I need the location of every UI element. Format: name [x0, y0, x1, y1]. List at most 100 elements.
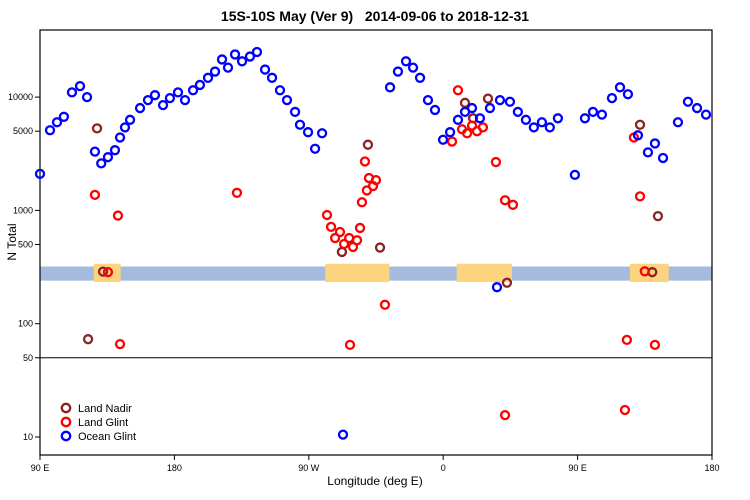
data-point-ocean-glint	[569, 169, 581, 180]
data-point-ocean-glint	[274, 85, 286, 96]
data-point-land-nadir	[336, 246, 348, 258]
data-point-ocean-glint	[422, 94, 434, 106]
data-point-land-glint	[619, 404, 631, 416]
data-point-ocean-glint	[494, 94, 506, 106]
data-point-land-glint	[621, 334, 633, 346]
legend-marker-icon	[60, 416, 72, 428]
data-point-ocean-glint	[244, 51, 256, 62]
data-point-ocean-glint	[202, 72, 214, 83]
data-point-ocean-glint	[266, 72, 278, 83]
data-point-land-nadir	[374, 242, 386, 253]
legend-marker-icon	[60, 402, 72, 414]
data-point-ocean-glint	[632, 130, 644, 141]
data-point-ocean-glint	[187, 85, 199, 96]
data-point-ocean-glint	[484, 102, 496, 114]
data-point-land-glint	[649, 339, 661, 351]
data-point-ocean-glint	[294, 119, 306, 130]
data-point-ocean-glint	[316, 128, 328, 139]
data-point-land-glint	[321, 209, 333, 221]
data-point-land-glint	[379, 299, 391, 310]
data-point-ocean-glint	[281, 94, 293, 106]
data-point-ocean-glint	[96, 158, 107, 169]
y-tick-label: 500	[18, 240, 33, 250]
data-point-ocean-glint	[289, 106, 301, 118]
data-point-ocean-glint	[491, 282, 503, 293]
data-point-land-glint	[466, 120, 478, 131]
data-point-ocean-glint	[649, 138, 661, 149]
data-point-ocean-glint	[691, 102, 703, 114]
data-point-ocean-glint	[504, 96, 516, 107]
data-point-ocean-glint	[437, 134, 449, 145]
band-land-highlight	[325, 263, 390, 283]
data-point-ocean-glint	[172, 87, 184, 98]
data-point-land-glint	[499, 195, 511, 206]
data-point-land-glint	[507, 199, 519, 210]
data-point-ocean-glint	[114, 132, 126, 143]
x-axis-title: Longitude (deg E)	[327, 474, 423, 488]
data-point-ocean-glint	[119, 122, 131, 133]
data-point-land-nadir	[634, 119, 646, 130]
band-land-highlight	[456, 263, 512, 283]
data-point-ocean-glint	[520, 114, 532, 125]
data-point-land-glint	[359, 156, 371, 167]
data-point-ocean-glint	[444, 127, 456, 138]
data-point-land-glint	[499, 409, 511, 421]
data-point-ocean-glint	[672, 117, 684, 128]
data-point-ocean-glint	[194, 79, 206, 91]
data-point-land-glint	[112, 210, 124, 221]
data-point-ocean-glint	[222, 62, 234, 73]
y-tick-label: 10000	[8, 92, 33, 102]
data-point-ocean-glint	[309, 143, 321, 154]
data-point-ocean-glint	[384, 82, 396, 93]
legend-label: Land Nadir	[78, 403, 132, 415]
data-point-ocean-glint	[74, 80, 86, 92]
data-point-ocean-glint	[164, 92, 176, 104]
x-tick-label: 180	[167, 463, 182, 473]
legend-label: Ocean Glint	[78, 431, 136, 443]
data-point-land-glint	[370, 174, 382, 186]
data-point-ocean-glint	[407, 62, 419, 73]
y-tick-label: 5000	[13, 126, 33, 136]
data-point-land-glint	[325, 221, 337, 233]
data-point-ocean-glint	[259, 64, 271, 75]
data-point-ocean-glint	[216, 54, 228, 65]
data-point-ocean-glint	[209, 66, 221, 77]
y-tick-label: 50	[23, 353, 33, 363]
data-point-ocean-glint	[337, 429, 349, 440]
data-point-ocean-glint	[552, 113, 564, 124]
data-point-land-nadir	[501, 277, 513, 288]
data-point-land-glint	[338, 238, 350, 250]
data-point-land-nadir	[82, 334, 94, 345]
chart-title: 15S-10S May (Ver 9) 2014-09-06 to 2018-1…	[220, 8, 530, 24]
data-point-ocean-glint	[606, 92, 618, 104]
data-point-land-glint	[356, 197, 368, 208]
x-tick-label: 0	[441, 463, 446, 473]
data-point-ocean-glint	[179, 94, 191, 106]
x-tick-label: 180	[704, 463, 719, 473]
plot-frame	[39, 29, 713, 456]
data-point-ocean-glint	[400, 56, 412, 67]
data-point-ocean-glint	[134, 102, 146, 114]
data-point-ocean-glint	[579, 113, 591, 124]
data-point-ocean-glint	[66, 87, 78, 98]
data-point-land-glint	[329, 232, 341, 244]
data-point-land-glint	[446, 136, 458, 147]
data-point-ocean-glint	[452, 114, 464, 125]
legend-marker-icon	[60, 430, 72, 442]
data-point-land-glint	[490, 156, 502, 168]
legend-label: Land Glint	[78, 417, 128, 429]
data-point-ocean-glint	[657, 152, 669, 164]
data-point-ocean-glint	[44, 125, 56, 136]
data-point-land-glint	[639, 266, 650, 277]
x-tick-label: 90 E	[31, 463, 50, 473]
data-point-ocean-glint	[682, 96, 694, 107]
x-tick-label: 90 W	[298, 463, 320, 473]
data-point-ocean-glint	[109, 145, 121, 156]
data-point-ocean-glint	[414, 72, 426, 83]
data-point-land-nadir	[482, 93, 494, 104]
data-point-ocean-glint	[157, 99, 169, 111]
data-point-ocean-glint	[536, 117, 548, 128]
data-point-land-nadir	[362, 139, 374, 150]
data-point-ocean-glint	[544, 122, 555, 133]
data-point-land-nadir	[91, 123, 103, 134]
